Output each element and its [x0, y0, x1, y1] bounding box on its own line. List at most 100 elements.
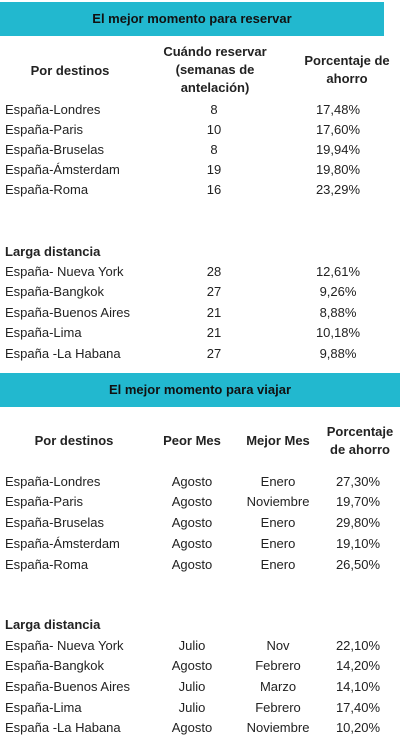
mejor-cell: Marzo	[259, 679, 297, 694]
destino-cell: España-Ámsterdam	[5, 536, 120, 551]
destino-cell: España-Bangkok	[5, 284, 105, 299]
booking-header-ahorro: Porcentaje de ahorro	[304, 53, 390, 86]
mejor-cell: Nov	[266, 638, 290, 653]
table-row: España-Bangkok Agosto Febrero 14,20%	[0, 656, 414, 676]
mejor-cell: Noviembre	[246, 720, 310, 735]
destino-cell: España-Paris	[5, 494, 84, 509]
ahorro-cell: 10,20%	[335, 720, 381, 735]
travel-header-ahorro: Porcentaje de ahorro	[326, 424, 394, 457]
table-row: España-Londres Agosto Enero 27,30%	[0, 472, 414, 492]
peor-cell: Agosto	[171, 515, 213, 530]
table-row: España -La Habana 27 9,88%	[0, 344, 414, 364]
ahorro-cell: 19,80%	[315, 162, 361, 177]
semanas-cell: 8	[210, 102, 218, 117]
peor-cell: Julio	[178, 679, 206, 694]
destino-cell: España-Buenos Aires	[5, 305, 131, 320]
ahorro-cell: 22,10%	[335, 638, 381, 653]
table-row: España-Paris 10 17,60%	[0, 120, 414, 140]
peor-cell: Agosto	[171, 494, 213, 509]
ahorro-cell: 17,60%	[315, 122, 361, 137]
destino-cell: España-Londres	[5, 102, 101, 117]
semanas-cell: 19	[206, 162, 222, 177]
table-row: España-Lima Julio Febrero 17,40%	[0, 698, 414, 718]
travel-header-peor: Peor Mes	[163, 433, 221, 448]
ahorro-cell: 19,10%	[335, 536, 381, 551]
destino-cell: España- Nueva York	[5, 638, 124, 653]
semanas-cell: 16	[206, 182, 222, 197]
destino-cell: España-Buenos Aires	[5, 679, 131, 694]
mejor-cell: Noviembre	[246, 494, 310, 509]
table-row: España-Lima 21 10,18%	[0, 323, 414, 343]
travel-header-destino: Por destinos	[34, 433, 114, 448]
peor-cell: Julio	[178, 700, 206, 715]
semanas-cell: 21	[206, 305, 222, 320]
destino-cell: España-Bangkok	[5, 658, 105, 673]
booking-long-distance-heading: Larga distancia	[5, 244, 101, 259]
travel-header-mejor: Mejor Mes	[246, 433, 310, 448]
ahorro-cell: 23,29%	[315, 182, 361, 197]
destino-cell: España- Nueva York	[5, 264, 124, 279]
peor-cell: Agosto	[171, 474, 213, 489]
table-row: España-Roma Agosto Enero 26,50%	[0, 555, 414, 575]
destino-cell: España -La Habana	[5, 346, 121, 361]
destino-cell: España-Roma	[5, 182, 89, 197]
destino-cell: España-Roma	[5, 557, 89, 572]
mejor-cell: Enero	[260, 515, 296, 530]
table-row: España-Buenos Aires Julio Marzo 14,10%	[0, 677, 414, 697]
ahorro-cell: 17,48%	[315, 102, 361, 117]
table-row: España -La Habana Agosto Noviembre 10,20…	[0, 718, 414, 738]
ahorro-cell: 10,18%	[315, 325, 361, 340]
peor-cell: Agosto	[171, 536, 213, 551]
semanas-cell: 27	[206, 346, 222, 361]
peor-cell: Agosto	[171, 720, 213, 735]
peor-cell: Julio	[178, 638, 206, 653]
travel-long-distance-heading: Larga distancia	[5, 617, 101, 632]
mejor-cell: Enero	[260, 536, 296, 551]
mejor-cell: Enero	[260, 474, 296, 489]
booking-header-destino: Por destinos	[30, 63, 110, 78]
ahorro-cell: 8,88%	[319, 305, 357, 320]
ahorro-cell: 19,94%	[315, 142, 361, 157]
ahorro-cell: 9,26%	[319, 284, 357, 299]
travel-title-banner: El mejor momento para viajar	[0, 373, 400, 407]
mejor-cell: Febrero	[255, 700, 301, 715]
ahorro-cell: 29,80%	[335, 515, 381, 530]
destino-cell: España-Bruselas	[5, 515, 104, 530]
table-row: España-Bruselas 8 19,94%	[0, 140, 414, 160]
booking-header-semanas: Cuándo reservar (semanas de antelación)	[163, 44, 267, 95]
ahorro-cell: 26,50%	[335, 557, 381, 572]
peor-cell: Agosto	[171, 557, 213, 572]
semanas-cell: 21	[206, 325, 222, 340]
ahorro-cell: 14,20%	[335, 658, 381, 673]
table-row: España-Ámsterdam Agosto Enero 19,10%	[0, 534, 414, 554]
semanas-cell: 10	[206, 122, 222, 137]
ahorro-cell: 19,70%	[335, 494, 381, 509]
table-row: España-Paris Agosto Noviembre 19,70%	[0, 492, 414, 512]
booking-title-banner: El mejor momento para reservar	[0, 2, 384, 36]
table-row: España-Londres 8 17,48%	[0, 100, 414, 120]
table-row: España-Buenos Aires 21 8,88%	[0, 303, 414, 323]
destino-cell: España-Lima	[5, 700, 82, 715]
table-row: España-Ámsterdam 19 19,80%	[0, 160, 414, 180]
ahorro-cell: 12,61%	[315, 264, 361, 279]
table-row: España-Bruselas Agosto Enero 29,80%	[0, 513, 414, 533]
mejor-cell: Enero	[260, 557, 296, 572]
ahorro-cell: 17,40%	[335, 700, 381, 715]
table-row: España-Roma 16 23,29%	[0, 180, 414, 200]
destino-cell: España -La Habana	[5, 720, 121, 735]
destino-cell: España-Paris	[5, 122, 84, 137]
ahorro-cell: 14,10%	[335, 679, 381, 694]
destino-cell: España-Londres	[5, 474, 101, 489]
ahorro-cell: 27,30%	[335, 474, 381, 489]
destino-cell: España-Ámsterdam	[5, 162, 120, 177]
ahorro-cell: 9,88%	[319, 346, 357, 361]
mejor-cell: Febrero	[255, 658, 301, 673]
table-row: España-Bangkok 27 9,26%	[0, 282, 414, 302]
table-row: España- Nueva York Julio Nov 22,10%	[0, 636, 414, 656]
destino-cell: España-Bruselas	[5, 142, 104, 157]
semanas-cell: 28	[206, 264, 222, 279]
destino-cell: España-Lima	[5, 325, 82, 340]
table-row: España- Nueva York 28 12,61%	[0, 262, 414, 282]
semanas-cell: 8	[210, 142, 218, 157]
peor-cell: Agosto	[171, 658, 213, 673]
